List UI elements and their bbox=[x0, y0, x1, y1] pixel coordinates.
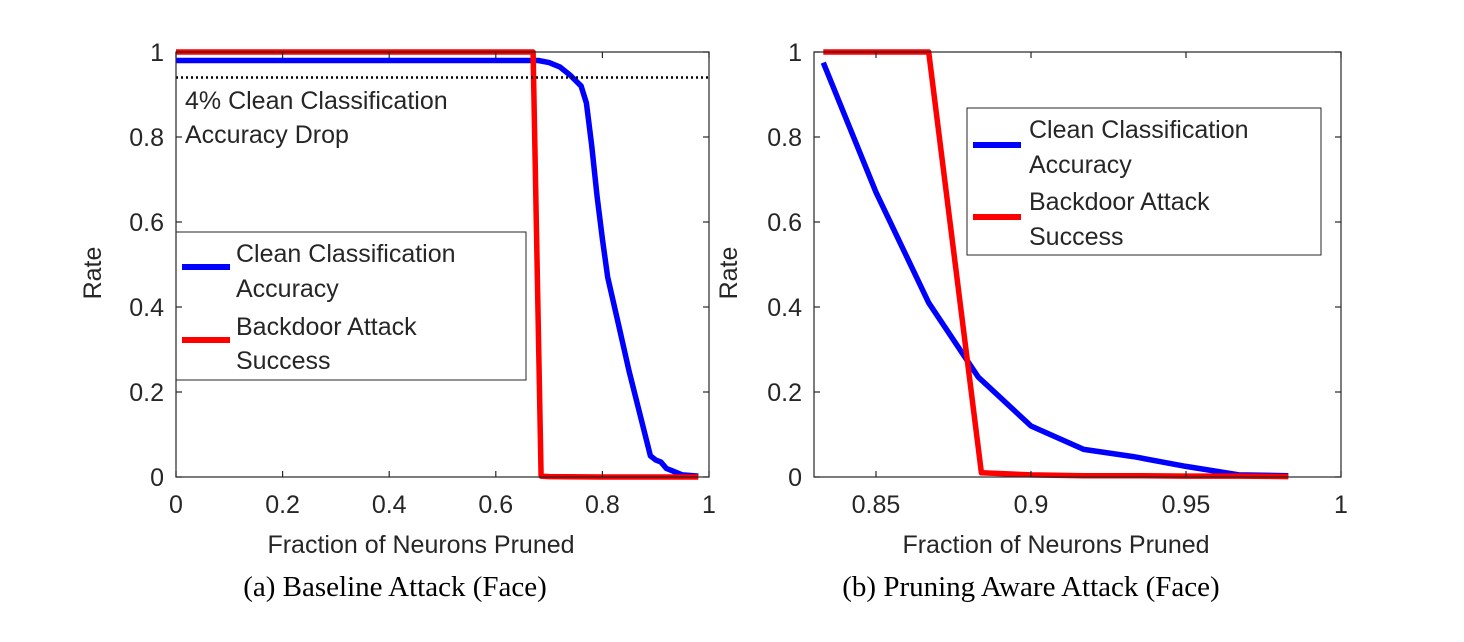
y-tick-label: 0 bbox=[788, 464, 802, 492]
x-tick-label: 1 bbox=[702, 491, 716, 519]
legend-label-backdoor-line2: Success bbox=[1029, 223, 1123, 251]
y-tick-label: 0.6 bbox=[767, 209, 802, 237]
y-tick-label: 0.4 bbox=[767, 294, 802, 322]
y-tick-label: 1 bbox=[788, 39, 802, 67]
chart-panel-pruning-aware: Clean Classification Accuracy Backdoor A… bbox=[715, 39, 1348, 603]
legend-label-accuracy-line1: Clean Classification bbox=[1029, 116, 1249, 144]
legend-label-backdoor-line1: Backdoor Attack bbox=[236, 313, 417, 341]
legend-box bbox=[966, 107, 1322, 256]
threshold-annotation-line2: Accuracy Drop bbox=[185, 121, 349, 149]
x-tick-label: 0.2 bbox=[265, 491, 300, 519]
plot-area-frame bbox=[813, 51, 1342, 478]
y-tick-label: 0.8 bbox=[129, 124, 164, 152]
threshold-annotation-line1: 4% Clean Classification bbox=[185, 87, 448, 115]
legend-label-accuracy-line2: Accuracy bbox=[1029, 151, 1132, 179]
x-tick-label: 0 bbox=[169, 491, 183, 519]
tick-layer: 0 0.2 0.4 0.6 0.8 1 0 0.2 0.4 0.6 0.8 1 bbox=[129, 39, 716, 519]
y-tick-label: 0.8 bbox=[767, 124, 802, 152]
y-axis-label: Rate bbox=[715, 247, 743, 300]
chart-panel-baseline: 4% Clean Classification Accuracy Drop Cl… bbox=[79, 39, 716, 603]
tick-layer: 0.85 0.9 0.95 1 0 0.2 0.4 0.6 0.8 1 bbox=[767, 39, 1348, 519]
plot-area-frame bbox=[175, 51, 710, 478]
caption: (b) Pruning Aware Attack (Face) bbox=[842, 571, 1219, 603]
x-axis-label: Fraction of Neurons Pruned bbox=[902, 531, 1209, 559]
x-tick-label: 0.8 bbox=[585, 491, 620, 519]
y-axis-label: Rate bbox=[79, 247, 107, 300]
y-tick-label: 0.2 bbox=[767, 379, 802, 407]
legend-label-backdoor-line1: Backdoor Attack bbox=[1029, 188, 1210, 216]
x-tick-label: 1 bbox=[1334, 491, 1348, 519]
x-tick-label: 0.9 bbox=[1014, 491, 1049, 519]
legend-label-backdoor-line2: Success bbox=[236, 347, 330, 375]
y-tick-label: 0.4 bbox=[129, 294, 164, 322]
series-line-clean-accuracy bbox=[176, 57, 699, 479]
x-axis-label: Fraction of Neurons Pruned bbox=[267, 531, 574, 559]
caption: (a) Baseline Attack (Face) bbox=[243, 571, 547, 603]
legend: Clean Classification Accuracy Backdoor A… bbox=[175, 231, 527, 381]
legend-box bbox=[175, 231, 527, 381]
series-line-clean-accuracy bbox=[820, 61, 1289, 479]
y-tick-label: 0.2 bbox=[129, 379, 164, 407]
x-tick-label: 0.85 bbox=[852, 491, 901, 519]
y-tick-label: 0.6 bbox=[129, 209, 164, 237]
x-tick-label: 0.4 bbox=[372, 491, 407, 519]
x-tick-label: 0.95 bbox=[1162, 491, 1211, 519]
y-tick-label: 1 bbox=[150, 39, 164, 67]
x-tick-label: 0.6 bbox=[478, 491, 513, 519]
legend-label-accuracy-line2: Accuracy bbox=[236, 275, 339, 303]
legend-label-accuracy-line1: Clean Classification bbox=[236, 240, 456, 268]
legend: Clean Classification Accuracy Backdoor A… bbox=[966, 107, 1322, 256]
y-tick-label: 0 bbox=[150, 464, 164, 492]
